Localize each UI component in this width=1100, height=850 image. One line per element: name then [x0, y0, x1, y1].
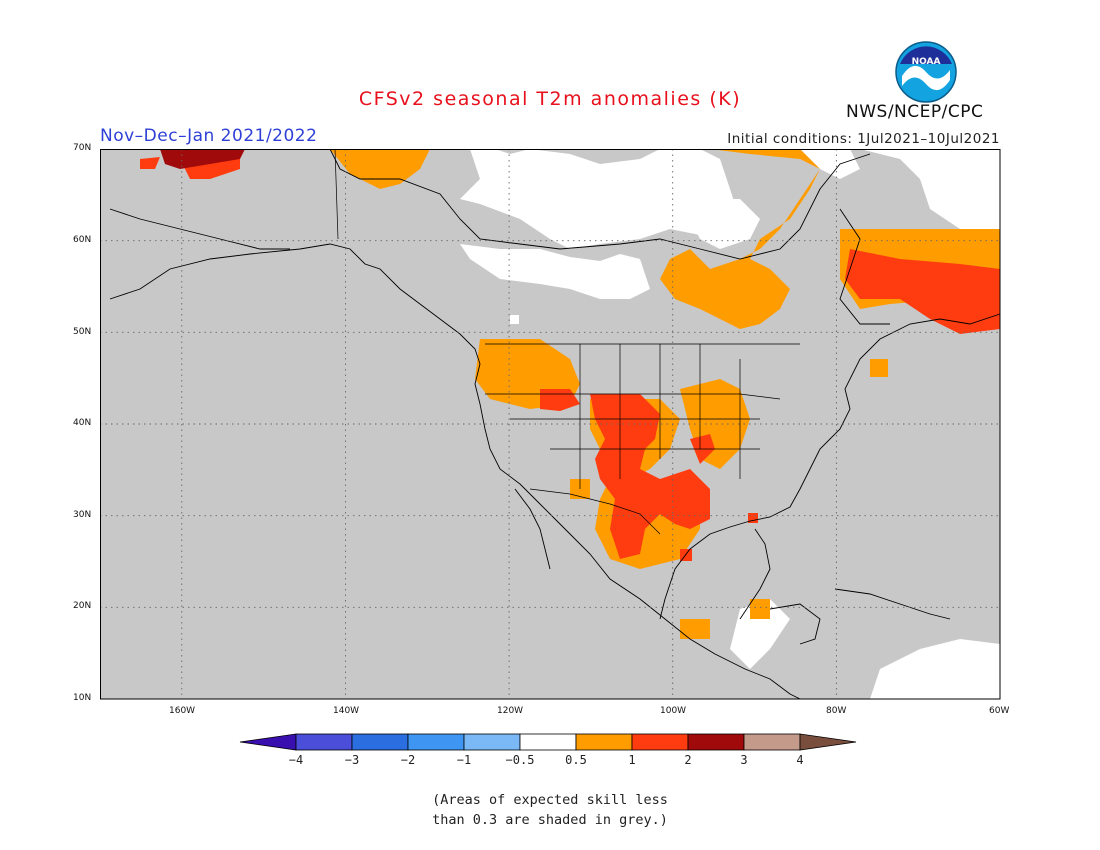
legend-swatch: [463, 733, 521, 751]
legend-arrow-low: [239, 733, 297, 751]
legend-swatch: [407, 733, 465, 751]
lon-tick-140w: 140W: [333, 706, 360, 716]
lon-tick-60w: 60W: [989, 706, 1010, 716]
lat-tick-30n: 30N: [73, 510, 92, 520]
lat-tick-60n: 60N: [73, 235, 92, 245]
logo-text: NOAA: [912, 57, 941, 67]
legend-label: −1: [457, 753, 471, 767]
lat-tick-10n: 10N: [73, 693, 92, 703]
coastlines: [109, 149, 1001, 700]
lon-tick-160w: 160W: [169, 706, 196, 716]
initial-conditions: Initial conditions: 1Jul2021–10Jul2021: [727, 131, 1000, 147]
lon-tick-80w: 80W: [826, 706, 847, 716]
legend-swatch: [295, 733, 353, 751]
legend-swatch: [575, 733, 633, 751]
lon-tick-100w: 100W: [660, 706, 687, 716]
legend-swatch: [687, 733, 745, 751]
legend-swatch: [631, 733, 689, 751]
legend-label: 4: [796, 753, 803, 767]
legend-label: −3: [345, 753, 359, 767]
lat-tick-70n: 70N: [73, 143, 92, 153]
skill-note-line1: (Areas of expected skill less: [432, 792, 668, 808]
political-boundaries: [334, 149, 800, 535]
legend-label: 2: [684, 753, 691, 767]
neutral-regions: [430, 149, 1000, 699]
lat-tick-40n: 40N: [73, 418, 92, 428]
legend-swatch: [743, 733, 801, 751]
forecast-period: Nov–Dec–Jan 2021/2022: [100, 126, 318, 146]
lon-tick-120w: 120W: [497, 706, 524, 716]
lat-tick-20n: 20N: [73, 601, 92, 611]
legend-swatch: [351, 733, 409, 751]
legend-swatch: [519, 733, 577, 751]
map-title: CFSv2 seasonal T2m anomalies (K): [358, 88, 742, 110]
skill-note-line2: than 0.3 are shaded in grey.): [432, 812, 668, 828]
legend-label: 1: [628, 753, 635, 767]
legend-label: 3: [740, 753, 747, 767]
darkred-anomaly-regions: [160, 149, 245, 169]
lat-tick-50n: 50N: [73, 327, 92, 337]
map-frame: [100, 149, 1001, 700]
noaa-logo: NOAA: [895, 41, 957, 103]
agency-label: NWS/NCEP/CPC: [846, 102, 984, 122]
legend-label: −0.5: [506, 753, 535, 767]
anomaly-map: [100, 149, 1001, 700]
legend-arrow-high: [799, 733, 857, 751]
legend-label: −4: [289, 753, 303, 767]
legend-label: −2: [401, 753, 415, 767]
color-legend: −4 −3 −2 −1 −0.5 0.5 1 2 3 4: [239, 733, 857, 767]
legend-label: 0.5: [565, 753, 587, 767]
graticule: [100, 149, 1000, 699]
